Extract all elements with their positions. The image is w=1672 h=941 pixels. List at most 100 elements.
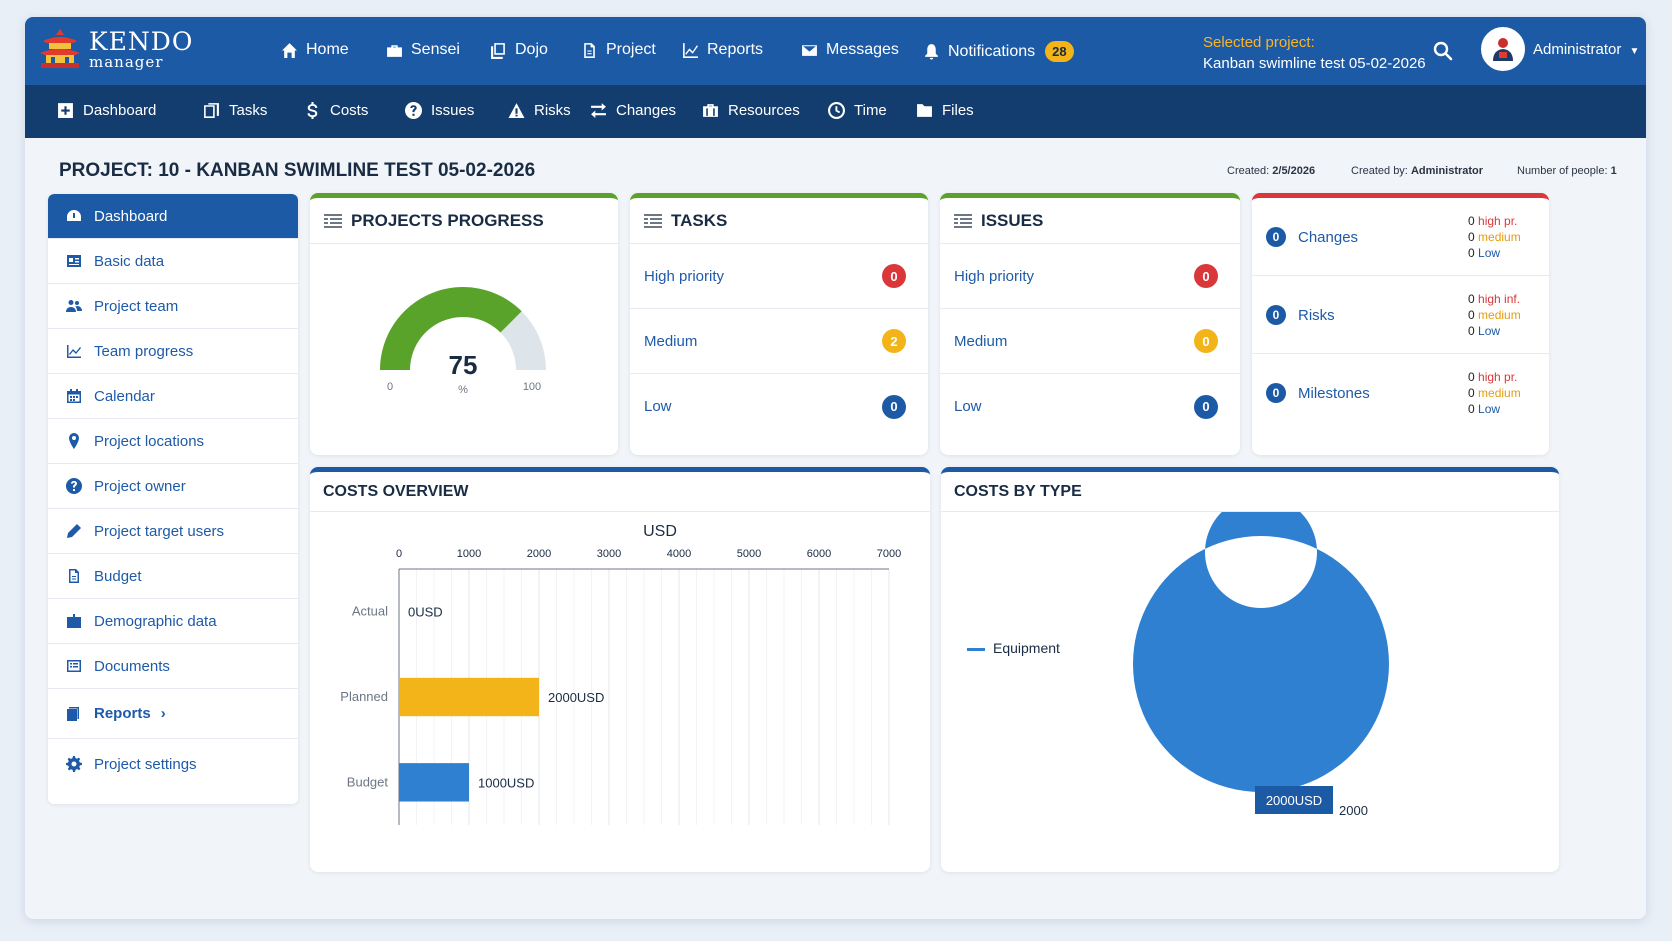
nav-notifications[interactable]: Notifications 28 — [923, 41, 1074, 62]
sidebar-item-project-owner[interactable]: Project owner — [48, 464, 298, 509]
project-sidebar: Dashboard Basic data Project team Team p… — [48, 194, 298, 804]
tasks-header: TASKS — [630, 198, 928, 244]
x-tick-label: 4000 — [667, 548, 691, 560]
nav-messages[interactable]: Messages — [801, 41, 899, 59]
progress-gauge: 75 % 0 100 — [380, 287, 546, 396]
sidebar-item-basic-data[interactable]: Basic data — [48, 239, 298, 284]
selected-project[interactable]: Selected project: Kanban swimline test 0… — [1203, 32, 1426, 74]
created-label: Created: — [1227, 165, 1270, 177]
created-by-value: Administrator — [1410, 165, 1484, 177]
nav-home[interactable]: Home — [281, 41, 349, 59]
tasks-card: TASKS High priority 0 Medium 2 Low 0 — [630, 193, 928, 455]
gauge-unit: % — [458, 384, 468, 396]
issues-row-high[interactable]: High priority 0 — [940, 244, 1240, 309]
tasks-row-label: Medium — [644, 332, 698, 350]
x-axis-title: USD — [643, 523, 677, 540]
gauge-value: 75 — [449, 350, 478, 380]
sidebar-item-dashboard[interactable]: Dashboard — [48, 194, 298, 239]
nav-dojo[interactable]: Dojo — [490, 41, 548, 59]
subnav-files[interactable]: Files — [916, 102, 974, 119]
sidebar-item-project-locations[interactable]: Project locations — [48, 419, 298, 464]
costs-by-type-donut-chart: Equipment 2000USD 2000 — [967, 512, 1389, 818]
nav-sensei[interactable]: Sensei — [386, 41, 460, 59]
pagoda-logo-icon — [37, 27, 83, 71]
sidebar-item-calendar[interactable]: Calendar — [48, 374, 298, 419]
tasks-row-high[interactable]: High priority 0 — [630, 244, 928, 309]
sidebar-item-documents[interactable]: Documents — [48, 644, 298, 689]
sidebar-item-label: Basic data — [94, 252, 165, 270]
sidebar-item-project-settings[interactable]: Project settings — [48, 739, 298, 789]
nav-reports[interactable]: Reports — [682, 41, 763, 59]
sidebar-item-label: Project settings — [94, 755, 197, 773]
issues-row-label: High priority — [954, 267, 1035, 285]
tasks-row-label: High priority — [644, 267, 725, 285]
legend-label: Equipment — [993, 640, 1060, 656]
projects-progress-title: PROJECTS PROGRESS — [351, 210, 544, 230]
subnav-tasks[interactable]: Tasks — [203, 102, 267, 119]
sidebar-item-label: Project owner — [94, 477, 186, 495]
tasks-row-low[interactable]: Low 0 — [630, 374, 928, 439]
issues-card: ISSUES High priority 0 Medium 0 Low 0 — [940, 193, 1240, 455]
calendar-icon — [67, 389, 81, 403]
chevron-right-icon: › — [160, 705, 166, 722]
x-tick-label: 2000 — [527, 548, 551, 560]
briefcase-icon — [387, 44, 402, 57]
user-avatar-icon — [1493, 38, 1513, 61]
gauge-max-label: 100 — [523, 381, 541, 393]
issues-row-low[interactable]: Low 0 — [940, 374, 1240, 439]
donut-slice-equipment — [1133, 512, 1389, 792]
user-menu[interactable]: Administrator ▼ — [1533, 41, 1639, 58]
issues-row-label: Low — [954, 398, 982, 415]
selected-project-value: Kanban swimline test 05-02-2026 — [1203, 55, 1426, 72]
search-icon[interactable] — [1433, 41, 1453, 61]
milestones-label: Milestones — [1298, 384, 1370, 402]
changes-item[interactable]: 0 Changes 0 high pr. 0 medium 0 Low — [1252, 198, 1549, 276]
milestones-count-badge: 0 — [1266, 383, 1286, 403]
risks-low-count: 0 — [1468, 324, 1475, 338]
subnav-time[interactable]: Time — [828, 102, 887, 119]
subnav-changes[interactable]: Changes — [590, 102, 676, 119]
warning-triangle-icon — [508, 103, 525, 118]
nav-project[interactable]: Project — [581, 41, 656, 59]
subnav-issues[interactable]: Issues — [405, 102, 474, 119]
changes-count-badge: 0 — [1266, 227, 1286, 247]
milestones-item[interactable]: 0 Milestones 0 high pr. 0 medium 0 Low — [1252, 354, 1549, 432]
sidebar-item-demographic-data[interactable]: Demographic data — [48, 599, 298, 644]
sidebar-item-label: Team progress — [94, 342, 194, 360]
subnav-resources[interactable]: Resources — [702, 102, 800, 119]
subnav-risks[interactable]: Risks — [508, 102, 571, 119]
list-box-icon — [67, 660, 81, 672]
avatar[interactable] — [1481, 27, 1525, 71]
bell-icon — [925, 44, 938, 60]
risks-item[interactable]: 0 Risks 0 high inf. 0 medium 0 Low — [1252, 276, 1549, 354]
sidebar-item-project-target-users[interactable]: Project target users — [48, 509, 298, 554]
download-box-icon — [67, 614, 81, 628]
bar-data-label: 1000USD — [478, 775, 534, 790]
milestones-high-count: 0 — [1468, 370, 1475, 384]
sidebar-item-reports[interactable]: Reports › — [48, 689, 298, 739]
subnav-dashboard[interactable]: Dashboard — [57, 102, 156, 119]
app-logo[interactable]: KENDO manager — [37, 27, 193, 71]
sidebar-item-label: Reports — [94, 705, 151, 722]
chart-legend: Equipment — [967, 640, 1060, 656]
question-circle-icon — [405, 102, 422, 119]
nav-sensei-label: Sensei — [411, 41, 460, 58]
issues-title: ISSUES — [981, 210, 1044, 230]
subnav-risks-label: Risks — [534, 102, 571, 119]
selected-project-label: Selected project: — [1203, 34, 1315, 51]
subnav-costs[interactable]: Costs — [304, 102, 368, 119]
risks-count-badge: 0 — [1266, 305, 1286, 325]
sidebar-item-project-team[interactable]: Project team — [48, 284, 298, 329]
issues-row-medium[interactable]: Medium 0 — [940, 309, 1240, 374]
risks-high-count: 0 — [1468, 292, 1475, 306]
milestones-stats: 0 high pr. 0 medium 0 Low — [1468, 369, 1521, 417]
donut-callout-box — [1255, 786, 1333, 814]
nav-messages-label: Messages — [826, 41, 899, 58]
caret-down-icon: ▼ — [1629, 46, 1640, 57]
subnav-resources-label: Resources — [728, 102, 800, 119]
sidebar-item-budget[interactable]: Budget — [48, 554, 298, 599]
sidebar-item-team-progress[interactable]: Team progress — [48, 329, 298, 374]
tasks-row-medium[interactable]: Medium 2 — [630, 309, 928, 374]
milestones-medium-count: 0 — [1468, 386, 1475, 400]
pencil-icon — [67, 524, 81, 538]
